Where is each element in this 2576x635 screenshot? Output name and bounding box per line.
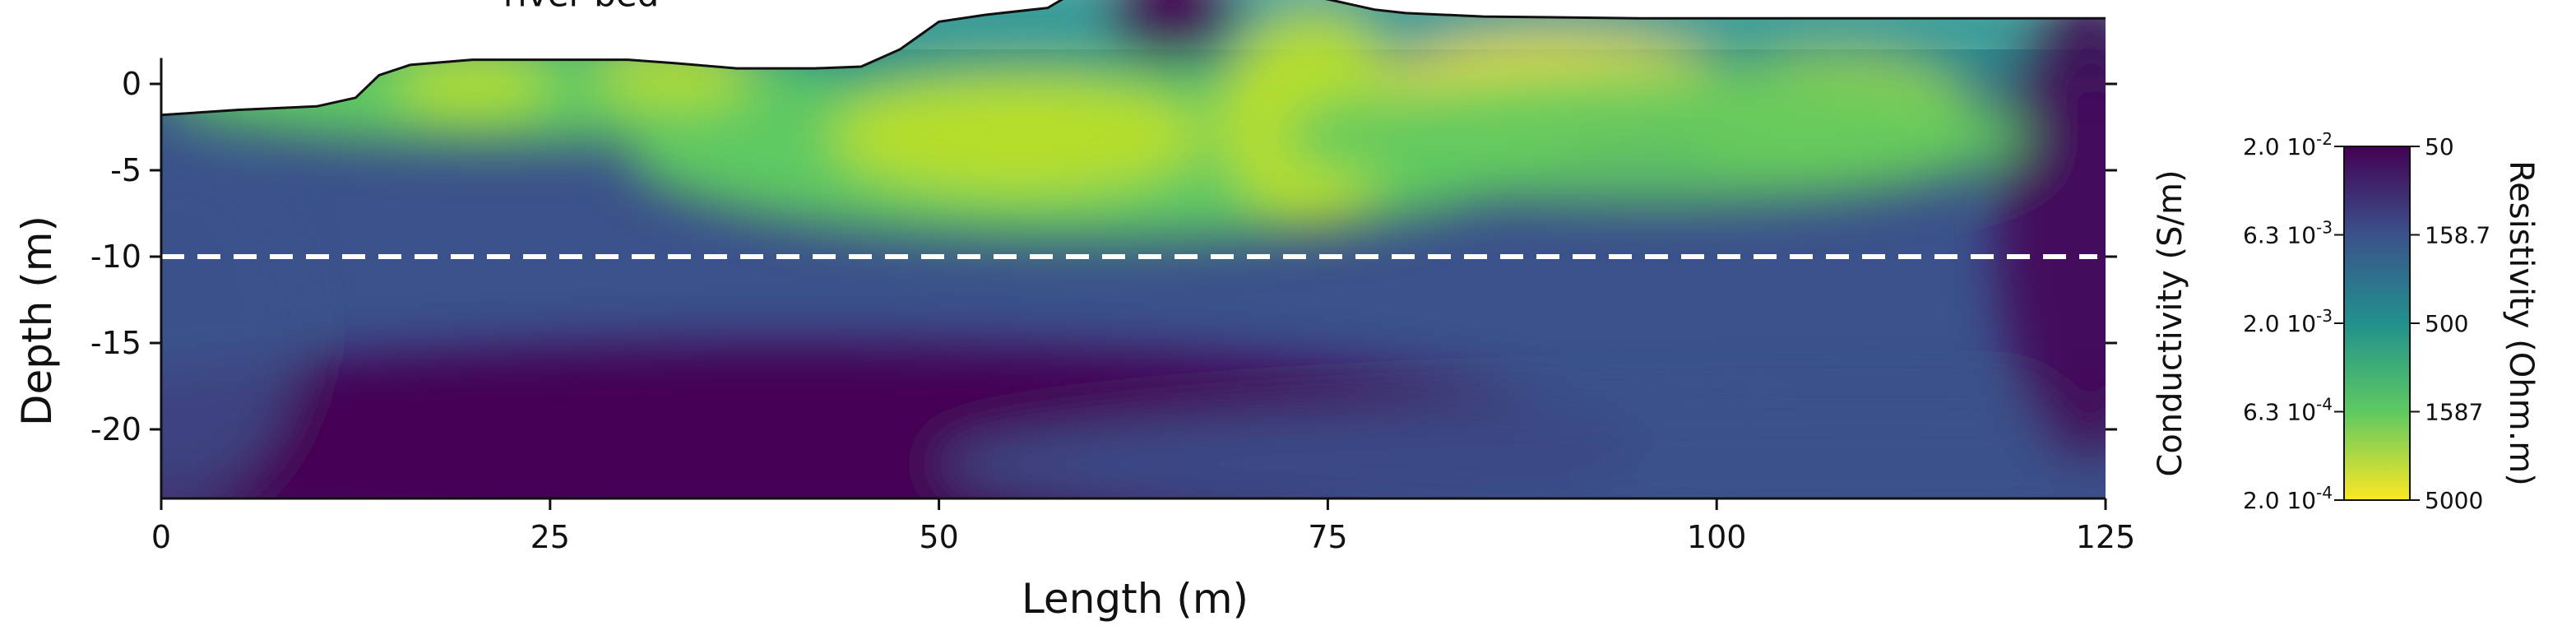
resistivity-zone-1 xyxy=(161,343,1639,498)
conductivity-tick-label: 2.0 10-3 xyxy=(2243,306,2333,337)
conductivity-tick-label: 2.0 10-2 xyxy=(2243,129,2333,160)
resistivity-tick-label: 158.7 xyxy=(2425,222,2490,249)
resistivity-zone-4 xyxy=(161,153,302,498)
resistivity-zone-10 xyxy=(1281,67,2028,205)
topography-line xyxy=(160,0,2106,117)
resistivity-zone-12 xyxy=(394,49,550,118)
annotations: SWriver beddikesand-boils areaNE xyxy=(503,0,659,15)
x-axis-label: Length (m) xyxy=(1022,575,1249,623)
resistivity-image xyxy=(161,0,2106,498)
resistivity-zone-13 xyxy=(596,40,753,110)
x-tick-label: 75 xyxy=(1308,519,1347,555)
x-tick-label: 50 xyxy=(919,519,958,555)
conductivity-tick-label: 6.3 10-4 xyxy=(2243,395,2333,426)
x-axis-ticks: 0 25 50 75 100 125 xyxy=(151,498,2135,555)
x-tick-label: 0 xyxy=(151,519,171,555)
y-tick-label: -20 xyxy=(90,411,141,447)
resistivity-tick-label: 500 xyxy=(2425,310,2468,337)
y-tick-label: -5 xyxy=(110,152,141,188)
colorbar-ticks: 50 2.0 10-2 158.7 6.3 10-3 500 2.0 10-3 1587 6.… xyxy=(2243,129,2490,514)
colorbar-gradient xyxy=(2343,146,2411,501)
resistivity-zone-3 xyxy=(1996,0,2106,464)
colorbar: 50 2.0 10-2 158.7 6.3 10-3 500 2.0 10-3 1587 6.… xyxy=(2152,129,2540,514)
resistivity-tick-label: 50 xyxy=(2425,133,2454,160)
conductivity-tick-label: 6.3 10-3 xyxy=(2243,218,2333,249)
resistivity-tick-label: 5000 xyxy=(2425,487,2483,514)
x-tick-label: 125 xyxy=(2076,519,2136,555)
annotation-label: river bed xyxy=(503,0,659,15)
y-axis-label: Depth (m) xyxy=(13,216,61,426)
conductivity-tick-label: 2.0 10-4 xyxy=(2243,483,2333,514)
y-tick-label: -15 xyxy=(90,325,141,361)
y-tick-label: -10 xyxy=(90,239,141,275)
y-tick-label: 0 xyxy=(122,66,141,102)
y-axis-ticks: 0 -5 -10 -15 -20 xyxy=(90,66,161,447)
resistivity-tick-label: 1587 xyxy=(2425,399,2483,426)
x-tick-label: 25 xyxy=(530,519,570,555)
resistivity-zone-6 xyxy=(830,75,1204,197)
colorbar-resistivity-label: Resistivity (Ohm.m) xyxy=(2502,160,2540,486)
colorbar-conductivity-label: Conductivity (S/m) xyxy=(2152,169,2189,476)
resistivity-zone-2 xyxy=(938,395,2106,498)
right-axis-ticks xyxy=(2106,82,2117,431)
resistivity-zone-14 xyxy=(1110,0,1235,58)
x-tick-label: 100 xyxy=(1687,519,1747,555)
